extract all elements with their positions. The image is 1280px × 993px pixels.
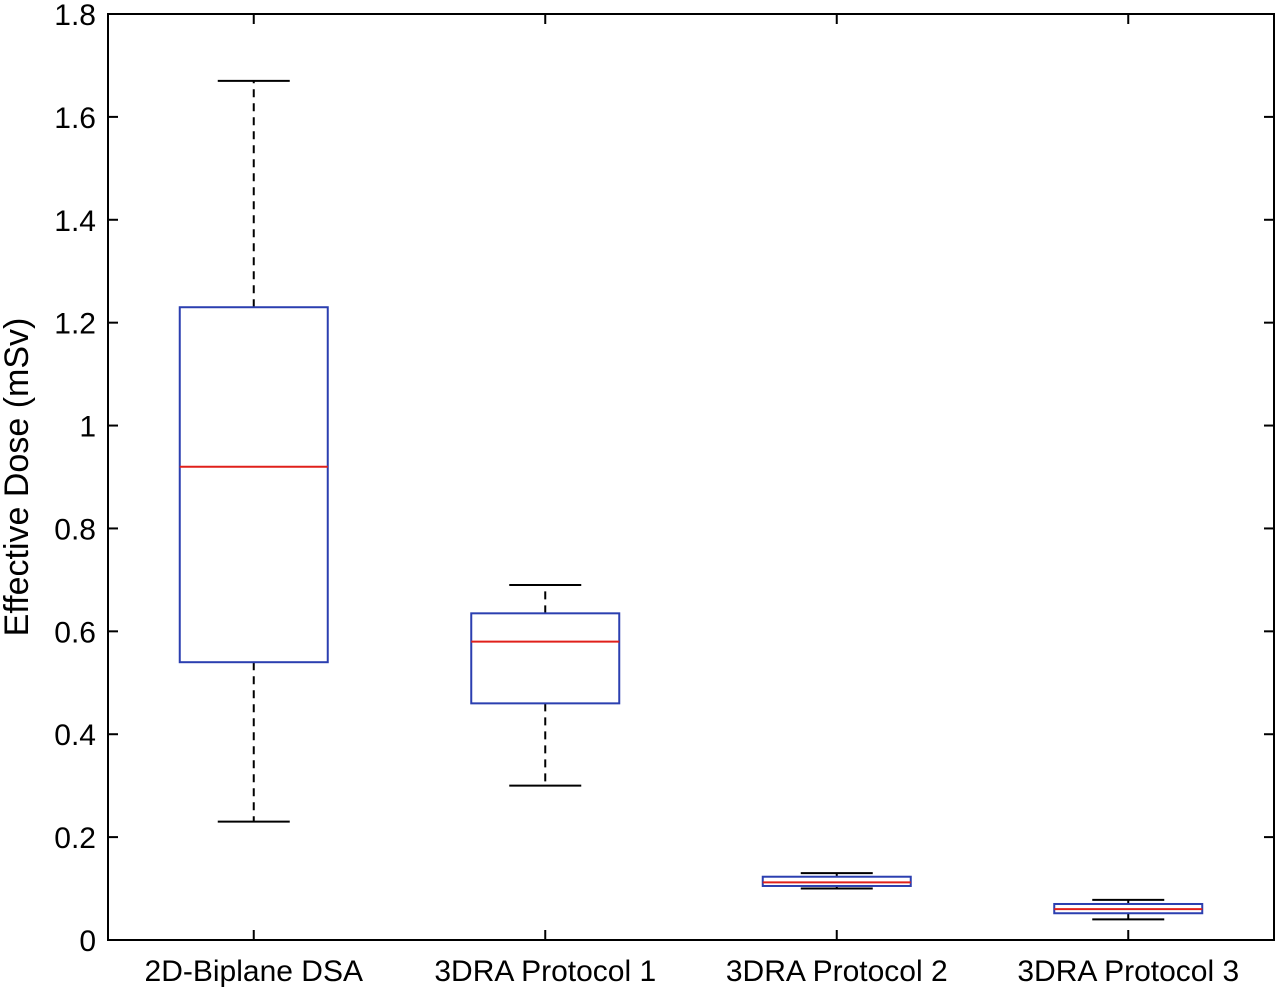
box-group xyxy=(761,872,912,890)
x-tick-label: 2D-Biplane DSA xyxy=(145,955,363,988)
y-axis-label: Effective Dose (mSv) xyxy=(0,318,36,637)
y-tick-label: 0.2 xyxy=(54,822,96,855)
y-tick-label: 0.4 xyxy=(54,719,96,752)
y-tick-label: 1 xyxy=(79,411,96,444)
plot-frame xyxy=(107,13,1275,941)
y-tick-label: 0 xyxy=(79,925,96,958)
y-tick-label: 1.4 xyxy=(54,205,96,238)
iqr-box xyxy=(470,612,621,705)
x-tick-label: 3DRA Protocol 3 xyxy=(1017,955,1239,988)
box-group xyxy=(1053,898,1204,921)
x-tick-label: 3DRA Protocol 2 xyxy=(726,955,948,988)
y-tick-label: 1.8 xyxy=(54,0,96,32)
iqr-box xyxy=(178,306,329,664)
x-axis-ticks: 2D-Biplane DSA 3DRA Protocol 1 3DRA Protoc… xyxy=(145,14,1239,988)
y-axis-ticks: 0 0.2 0.4 0.6 0.8 1 1.2 1.4 1.6 1.8 xyxy=(54,0,1274,958)
y-tick-label: 0.6 xyxy=(54,616,96,649)
box-group xyxy=(470,584,621,787)
iqr-box xyxy=(761,875,912,887)
x-tick-label: 3DRA Protocol 1 xyxy=(434,955,656,988)
box-series xyxy=(178,79,1204,921)
y-tick-label: 1.6 xyxy=(54,102,96,135)
y-tick-label: 0.8 xyxy=(54,513,96,546)
y-tick-label: 1.2 xyxy=(54,308,96,341)
box-group xyxy=(178,79,329,823)
